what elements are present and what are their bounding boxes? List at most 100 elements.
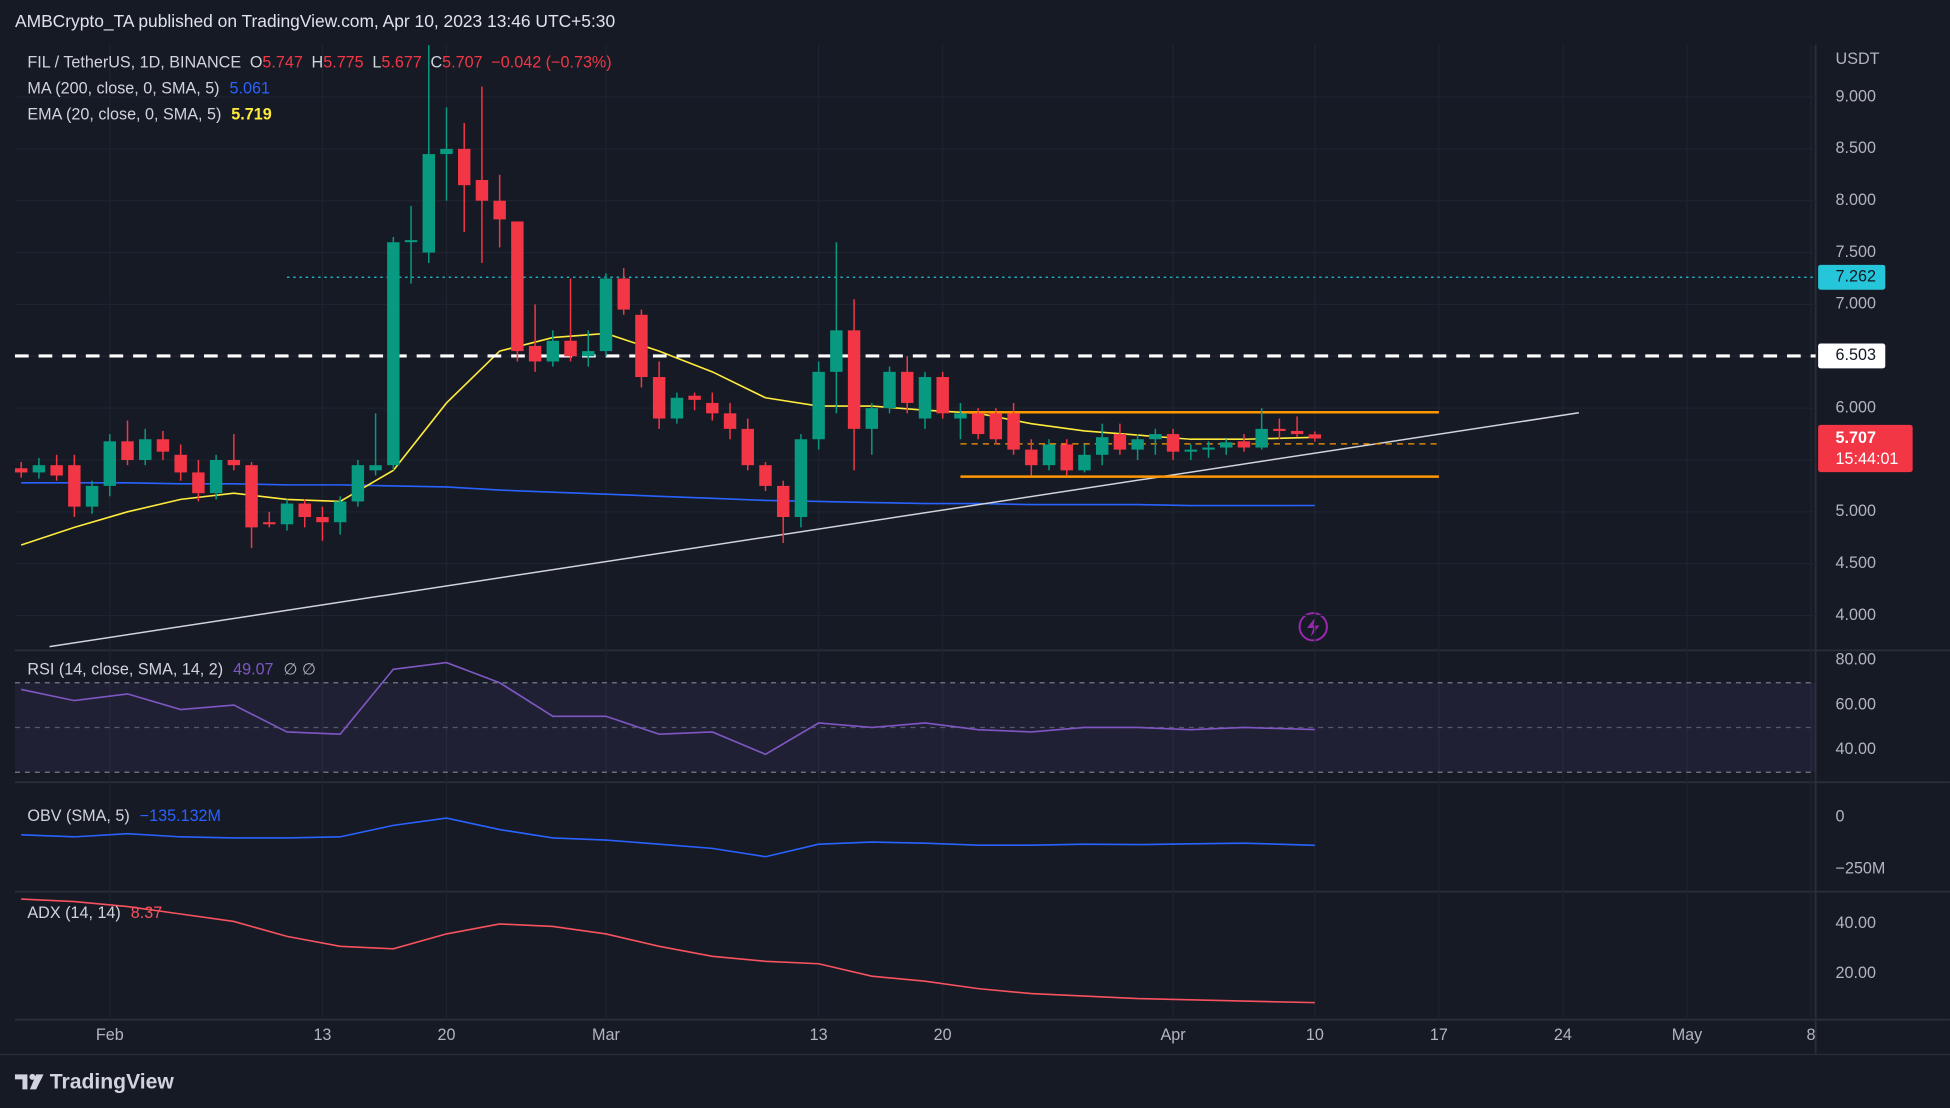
- legend-item: H: [312, 54, 324, 72]
- candle-body: [121, 441, 134, 460]
- candle-body: [528, 345, 542, 362]
- y-tick-label: 4.000: [1836, 606, 1876, 624]
- indicator-line: [21, 817, 1315, 858]
- candle-body: [723, 413, 737, 429]
- candle-body: [227, 459, 241, 466]
- y-tick-label: 8.000: [1836, 191, 1876, 209]
- candle-body: [280, 503, 294, 525]
- y-tick-label: 40.00: [1836, 740, 1876, 758]
- indicator-line: [21, 898, 1315, 1004]
- candle-body: [68, 465, 81, 507]
- y-tick-label: 7.500: [1836, 243, 1876, 261]
- x-tick-label: 13: [810, 1026, 828, 1044]
- legend-name: OBV (SMA, 5): [27, 807, 129, 825]
- candle-body: [1220, 442, 1233, 448]
- candle-body: [369, 465, 382, 471]
- candle-body: [1042, 444, 1056, 466]
- candle-body: [14, 468, 28, 473]
- legend-item: −0.042 (−0.73%): [491, 54, 611, 72]
- candle-body: [1308, 434, 1322, 439]
- candle-body: [830, 330, 843, 372]
- candle-body: [50, 465, 63, 476]
- x-tick-label: Mar: [592, 1026, 620, 1044]
- x-tick-label: 8: [1807, 1026, 1816, 1044]
- candle-body: [617, 278, 630, 310]
- candle-body: [387, 242, 400, 466]
- logo-text[interactable]: TradingView: [50, 1071, 175, 1094]
- legend: RSI (14, close, SMA, 14, 2) 49.07 ∅ ∅: [27, 661, 316, 679]
- candle-body: [564, 340, 577, 357]
- y-tick-label: −250M: [1836, 860, 1886, 878]
- candle-body: [457, 148, 471, 186]
- legend-item: 5.747: [262, 54, 302, 72]
- legend-na: ∅ ∅: [284, 661, 317, 679]
- x-tick-label: 24: [1554, 1026, 1572, 1044]
- legend-name: RSI (14, close, SMA, 14, 2): [27, 661, 223, 679]
- candle-body: [936, 377, 949, 414]
- last-price-label: 5.707: [1836, 429, 1876, 447]
- candle-body: [883, 371, 896, 409]
- logo-mark[interactable]: [29, 1074, 44, 1090]
- candle-body: [741, 428, 754, 466]
- footer-logo[interactable]: TradingView: [14, 1071, 175, 1094]
- candle-body: [32, 465, 46, 473]
- legend-value: 49.07: [233, 661, 273, 679]
- legend-item: 5.707: [442, 54, 482, 72]
- candle-body: [139, 439, 152, 460]
- x-tick-label: May: [1672, 1026, 1703, 1044]
- y-tick-label: 4.500: [1836, 554, 1876, 572]
- legend-item: C: [431, 54, 443, 72]
- y-tick-label: 9.000: [1836, 87, 1876, 105]
- candle-body: [174, 454, 187, 473]
- candle-body: [156, 439, 170, 452]
- replay-icon[interactable]: [1298, 612, 1328, 642]
- candle-body: [954, 413, 967, 419]
- last-price-tag: [1818, 424, 1913, 473]
- y-tick-label: 0: [1836, 807, 1845, 825]
- candle-body: [1255, 428, 1268, 448]
- candle-body: [635, 314, 648, 378]
- x-tick-label: 20: [438, 1026, 456, 1044]
- y-tick-label: 8.500: [1836, 139, 1876, 157]
- y-tick-label: 6.000: [1836, 398, 1876, 416]
- candle-body: [582, 351, 595, 357]
- publish-header: AMBCrypto_TA published on TradingView.co…: [15, 11, 615, 31]
- candle-body: [794, 439, 808, 518]
- x-tick-label: Feb: [96, 1026, 124, 1044]
- y-tick-label: 60.00: [1836, 695, 1876, 713]
- candle-body: [1273, 428, 1286, 431]
- candle-body: [422, 154, 435, 253]
- replay-circle[interactable]: [1298, 612, 1328, 642]
- y-tick-label: 40.00: [1836, 914, 1876, 932]
- candle-body: [1078, 454, 1091, 471]
- logo-mark[interactable]: [29, 1073, 36, 1080]
- candle-body: [989, 413, 1003, 440]
- candle-body: [404, 240, 418, 243]
- logo-mark[interactable]: [14, 1074, 28, 1090]
- legend-name: ADX (14, 14): [27, 904, 120, 922]
- legend: EMA (20, close, 0, SMA, 5) 5.719: [27, 106, 271, 124]
- legend-item: FIL / TetherUS, 1D, BINANCE: [27, 54, 241, 72]
- plot-area: [14, 44, 1816, 1020]
- candle-body: [1184, 449, 1198, 452]
- candle-body: [1166, 434, 1180, 452]
- y-tick-label: 80.00: [1836, 651, 1876, 669]
- legend-name: EMA (20, close, 0, SMA, 5): [27, 106, 221, 124]
- legend-item: 5.677: [381, 54, 421, 72]
- candle-body: [1025, 449, 1038, 466]
- candle-body: [475, 179, 489, 201]
- replay-bolt[interactable]: [1307, 616, 1320, 637]
- countdown-label: 15:44:01: [1836, 450, 1899, 468]
- candle-body: [1095, 437, 1109, 455]
- x-tick-label: Apr: [1160, 1026, 1186, 1044]
- x-tick-label: 17: [1430, 1026, 1448, 1044]
- resistance-tag: [1818, 343, 1886, 369]
- candle-body: [688, 395, 701, 400]
- candle-body: [865, 408, 879, 429]
- legend-item: L: [372, 54, 381, 72]
- candle-body: [1007, 413, 1020, 450]
- candle-body: [1060, 444, 1073, 471]
- y-tick-label: 5.000: [1836, 502, 1876, 520]
- candle-body: [901, 371, 914, 403]
